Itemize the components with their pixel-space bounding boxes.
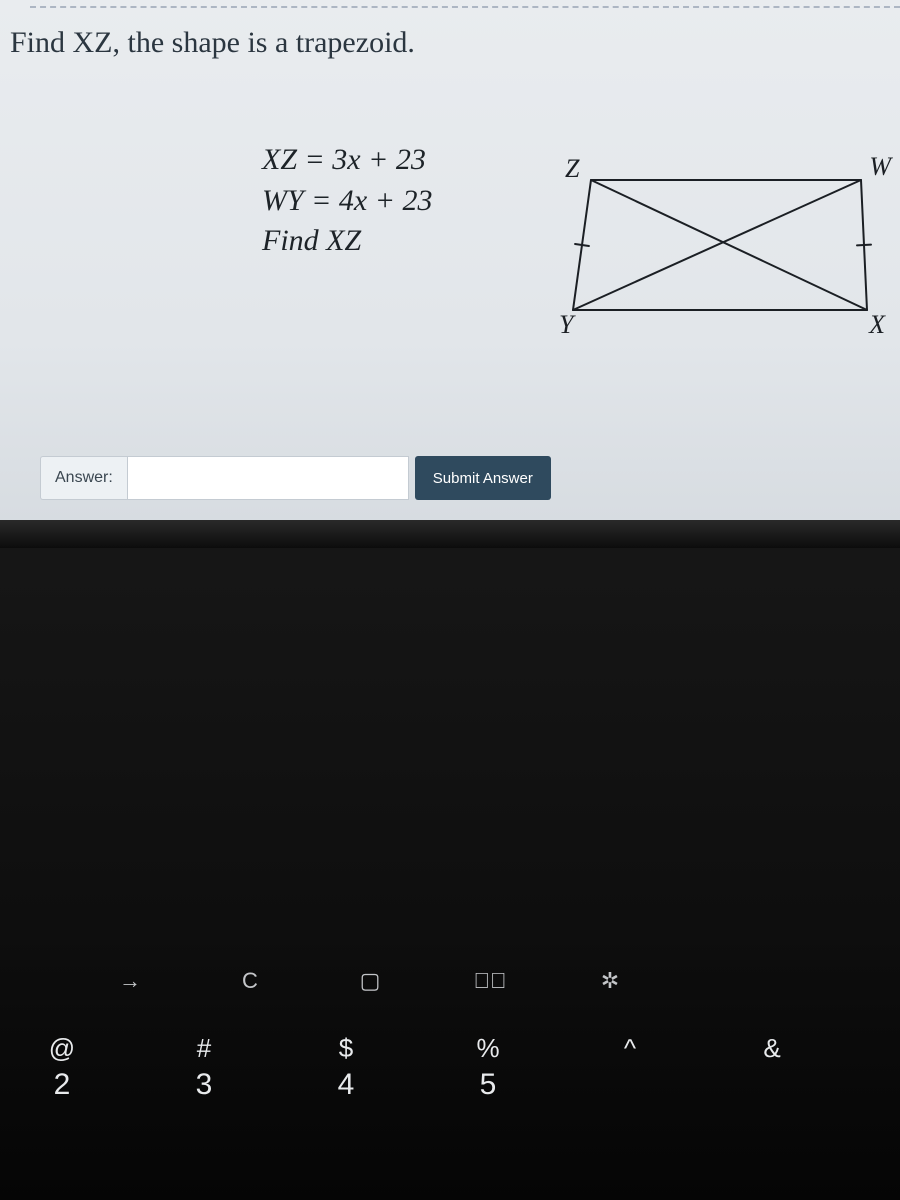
answer-label: Answer: xyxy=(40,456,127,500)
laptop-body: → C ▢ ▭⃓ ✲ @ 2 # 3 $ 4 % 5 ^ xyxy=(0,520,900,1200)
key-6-symbol: ^ xyxy=(578,1034,682,1064)
key-5-symbol: % xyxy=(436,1034,540,1064)
question-title: Find XZ, the shape is a trapezoid. xyxy=(10,26,415,60)
photo-frame: Find XZ, the shape is a trapezoid. XZ = … xyxy=(0,0,900,1200)
equation-wy: WY = 4x + 23 xyxy=(262,181,432,222)
number-key-row: @ 2 # 3 $ 4 % 5 ^ & xyxy=(0,994,900,1102)
fn-key-fullscreen-icon[interactable]: ▢ xyxy=(340,968,400,994)
screen-area: Find XZ, the shape is a trapezoid. XZ = … xyxy=(0,0,900,522)
equation-xz: XZ = 3x + 23 xyxy=(262,140,432,181)
key-4-number: 4 xyxy=(294,1068,398,1103)
key-7[interactable]: & xyxy=(720,1034,824,1102)
key-6[interactable]: ^ xyxy=(578,1034,682,1102)
submit-button[interactable]: Submit Answer xyxy=(415,456,551,500)
fn-key-tab-icon[interactable]: → xyxy=(100,968,160,994)
find-prompt: Find XZ xyxy=(262,221,432,262)
fn-key-overview-icon[interactable]: ▭⃓ xyxy=(460,968,520,994)
trapezoid-svg xyxy=(555,160,885,360)
key-3-number: 3 xyxy=(152,1068,256,1103)
key-2-symbol: @ xyxy=(10,1034,114,1064)
key-5[interactable]: % 5 xyxy=(436,1034,540,1102)
problem-text: XZ = 3x + 23 WY = 4x + 23 Find XZ xyxy=(262,140,432,262)
trapezoid-diagram: Z W Y X xyxy=(555,160,885,360)
vertex-label-w: W xyxy=(869,152,891,182)
key-4-symbol: $ xyxy=(294,1034,398,1064)
answer-row: Answer: Submit Answer xyxy=(40,456,551,500)
vertex-label-x: X xyxy=(869,310,885,340)
key-3-symbol: # xyxy=(152,1034,256,1064)
vertex-label-z: Z xyxy=(565,154,579,184)
fn-key-brightness-icon[interactable]: ✲ xyxy=(580,968,640,994)
dashed-divider xyxy=(30,6,900,8)
answer-input[interactable] xyxy=(127,456,409,500)
key-2-number: 2 xyxy=(10,1068,114,1103)
key-5-number: 5 xyxy=(436,1068,540,1103)
key-2[interactable]: @ 2 xyxy=(10,1034,114,1102)
hinge xyxy=(0,520,900,548)
key-7-symbol: & xyxy=(720,1034,824,1064)
key-4[interactable]: $ 4 xyxy=(294,1034,398,1102)
function-key-row: → C ▢ ▭⃓ ✲ xyxy=(0,548,900,994)
vertex-label-y: Y xyxy=(559,310,573,340)
fn-key-refresh-icon[interactable]: C xyxy=(220,968,280,994)
key-3[interactable]: # 3 xyxy=(152,1034,256,1102)
